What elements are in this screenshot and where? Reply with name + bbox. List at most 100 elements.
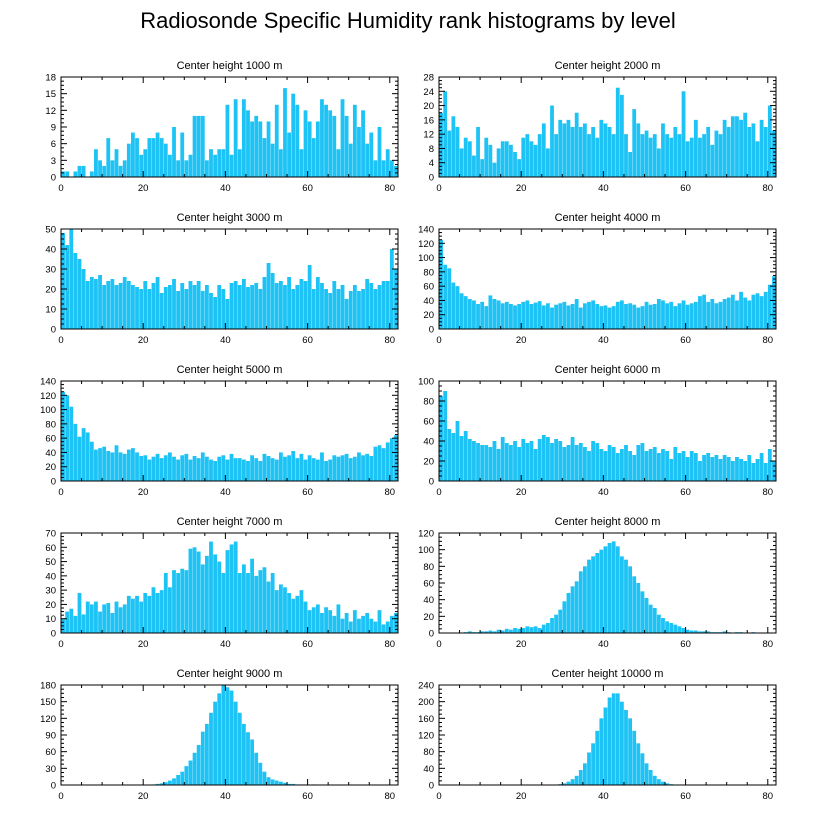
histogram-bar	[357, 291, 361, 329]
histogram-bar	[126, 449, 131, 481]
histogram-bar	[270, 143, 275, 177]
y-tick-label: 20	[45, 462, 56, 473]
histogram-bar	[611, 541, 616, 633]
histogram-bar	[463, 431, 468, 481]
panel-4: Center height 4000 m 0 20 40 60 80 100 120 140 0 2…	[418, 212, 777, 346]
histogram-bar	[241, 459, 246, 481]
histogram-bar	[521, 301, 526, 329]
histogram-bar	[517, 628, 522, 633]
histogram-bar	[755, 293, 760, 329]
histogram-bar	[151, 138, 156, 177]
histogram-bar	[652, 304, 657, 329]
y-tick-label: 0	[51, 173, 56, 184]
histogram-bar	[730, 116, 735, 177]
histogram-bar	[61, 391, 65, 481]
histogram-bar	[443, 91, 448, 177]
histogram-bar	[114, 149, 119, 177]
histogram-bar	[615, 87, 620, 177]
histogram-bar	[591, 556, 596, 633]
x-tick-label: 60	[302, 487, 313, 498]
histogram-bar	[81, 165, 86, 177]
histogram-bar	[656, 453, 661, 481]
y-tick-label: 12	[45, 106, 56, 117]
histogram-bar	[241, 564, 246, 633]
histogram-bar	[509, 629, 513, 633]
histogram-bar	[644, 130, 649, 177]
histogram-bar	[155, 453, 160, 481]
y-tick-label: 120	[418, 529, 434, 540]
x-tick-label: 60	[302, 335, 313, 346]
histogram-bar	[320, 613, 324, 633]
histogram-bar	[619, 449, 624, 481]
panel-title: Center height 4000 m	[555, 212, 661, 224]
histogram-bar	[209, 149, 213, 177]
histogram-bar	[246, 287, 250, 329]
histogram-bar	[209, 541, 213, 633]
histogram-bar	[451, 116, 456, 177]
histogram-bar	[131, 598, 135, 633]
histogram-bar	[504, 443, 509, 481]
histogram-bar	[328, 610, 333, 633]
histogram-bar	[266, 263, 271, 329]
histogram-bar	[558, 441, 563, 481]
histogram-bar	[661, 123, 665, 177]
histogram-bar	[168, 452, 172, 481]
y-tick-label: 120	[40, 391, 56, 402]
histogram-bar	[233, 281, 238, 329]
histogram-bar	[677, 453, 682, 481]
histogram-bar	[698, 296, 702, 329]
histogram-bar	[361, 615, 365, 633]
histogram-bar	[369, 132, 374, 177]
histogram-bar	[574, 112, 579, 177]
histogram-bar	[554, 304, 559, 329]
y-tick-label: 16	[423, 115, 434, 126]
y-tick-label: 28	[423, 73, 434, 84]
x-tick-label: 40	[598, 335, 609, 346]
histogram-bar	[698, 461, 702, 481]
y-tick-label: 40	[423, 296, 434, 307]
histogram-bar	[225, 687, 230, 785]
y-tick-label: 0	[429, 629, 434, 640]
histogram-bar	[681, 451, 686, 481]
y-tick-label: 12	[423, 130, 434, 141]
histogram-bar	[180, 455, 185, 481]
histogram-bar	[685, 141, 690, 177]
histogram-bar	[131, 285, 135, 329]
histogram-bar	[562, 447, 567, 481]
histogram-bar	[229, 154, 234, 177]
histogram-bar	[77, 165, 82, 177]
histogram-bar	[348, 291, 353, 329]
histogram-bar	[496, 148, 501, 177]
y-tick-label: 90	[45, 731, 56, 742]
histogram-bar	[69, 608, 74, 633]
x-tick-label: 40	[220, 487, 231, 498]
histogram-bar	[546, 623, 550, 633]
histogram-bar	[521, 137, 526, 177]
histogram-bar	[480, 445, 485, 481]
histogram-bar	[656, 299, 661, 329]
histogram-bar	[439, 396, 443, 481]
histogram-bar	[65, 171, 70, 177]
histogram-bar	[628, 451, 633, 481]
histogram-bar	[537, 301, 542, 329]
histogram-bar	[266, 581, 271, 633]
histogram-bar	[155, 783, 160, 785]
histogram-bar	[65, 611, 70, 633]
histogram-bar	[299, 590, 304, 633]
panel-title: Center height 5000 m	[177, 364, 283, 376]
histogram-bar	[237, 149, 242, 177]
panel-5: Center height 5000 m 0 20 40 60 80 100 120 140 0 2…	[40, 364, 399, 498]
histogram-bar	[163, 287, 168, 329]
histogram-bar	[467, 439, 472, 481]
histogram-bar	[521, 439, 526, 481]
histogram-bar	[85, 432, 90, 481]
histogram-bar	[439, 239, 443, 329]
histogram-bar	[217, 561, 222, 633]
histogram-bar	[270, 573, 275, 633]
histogram-bar	[500, 630, 505, 633]
x-tick-label: 40	[220, 791, 231, 802]
histogram-bar	[599, 306, 604, 329]
histogram-bar	[204, 285, 209, 329]
histogram-bar	[582, 763, 587, 785]
x-tick-label: 60	[680, 335, 691, 346]
